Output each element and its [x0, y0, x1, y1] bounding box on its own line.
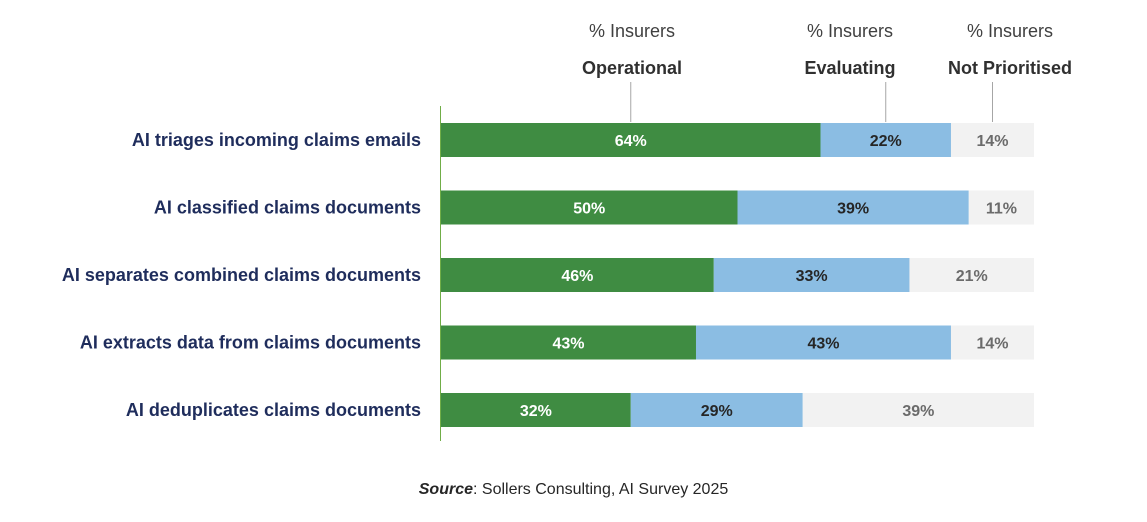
- bar-segment-2-2: [737, 190, 969, 225]
- bar-segment-1-1: [441, 123, 821, 157]
- bar-segment-3-1: [950, 123, 1034, 157]
- source-text: : Sollers Consulting, AI Survey 2025: [473, 481, 729, 498]
- value-label-1-5: 32%: [520, 403, 552, 420]
- value-label-2-3: 33%: [796, 268, 828, 285]
- bar-segment-2-3: [713, 258, 910, 292]
- series-header-line1-3: % Insurers: [967, 21, 1053, 41]
- bar-segment-1-3: [441, 258, 714, 292]
- value-label-1-2: 50%: [573, 201, 605, 218]
- value-label-3-5: 39%: [902, 403, 934, 420]
- bar-segment-3-3: [909, 258, 1034, 292]
- source-note: Source: Sollers Consulting, AI Survey 20…: [0, 481, 1147, 499]
- series-header-line2-3: Not Prioritised: [948, 58, 1072, 78]
- bar-segment-3-5: [802, 393, 1034, 427]
- category-label-2: AI classified claims documents: [154, 198, 421, 218]
- category-label-5: AI deduplicates claims documents: [126, 400, 421, 420]
- value-label-2-1: 22%: [870, 133, 902, 150]
- value-label-3-2: 11%: [986, 201, 1017, 218]
- value-label-1-1: 64%: [615, 133, 647, 150]
- category-label-1: AI triages incoming claims emails: [132, 130, 421, 150]
- value-label-3-1: 14%: [976, 133, 1008, 150]
- source-label: Source: [418, 481, 473, 498]
- value-label-2-4: 43%: [807, 336, 839, 353]
- value-label-2-5: 29%: [701, 403, 733, 420]
- value-label-1-4: 43%: [552, 336, 584, 353]
- series-header-line1-2: % Insurers: [807, 21, 893, 41]
- bar-segment-2-4: [695, 325, 951, 360]
- bar-segment-1-5: [441, 393, 631, 427]
- value-label-3-4: 14%: [976, 336, 1008, 353]
- series-header-line2-1: Operational: [582, 58, 682, 78]
- category-label-4: AI extracts data from claims documents: [80, 333, 421, 353]
- bar-segment-1-4: [441, 325, 696, 360]
- series-header-line2-2: Evaluating: [804, 58, 895, 78]
- category-label-3: AI separates combined claims documents: [62, 265, 421, 285]
- bar-segment-3-2: [968, 190, 1034, 225]
- stacked-bar-chart: 64% 22% 14% AI triages incoming claims emai…: [62, 21, 1072, 441]
- bar-segment-3-4: [950, 325, 1034, 360]
- bar-segment-2-1: [820, 123, 951, 157]
- value-label-1-3: 46%: [561, 268, 593, 285]
- bar-segment-2-5: [630, 393, 803, 427]
- series-header-line1-1: % Insurers: [589, 21, 675, 41]
- value-label-2-2: 39%: [837, 201, 869, 218]
- bar-segment-1-2: [441, 190, 738, 225]
- value-label-3-3: 21%: [956, 268, 988, 285]
